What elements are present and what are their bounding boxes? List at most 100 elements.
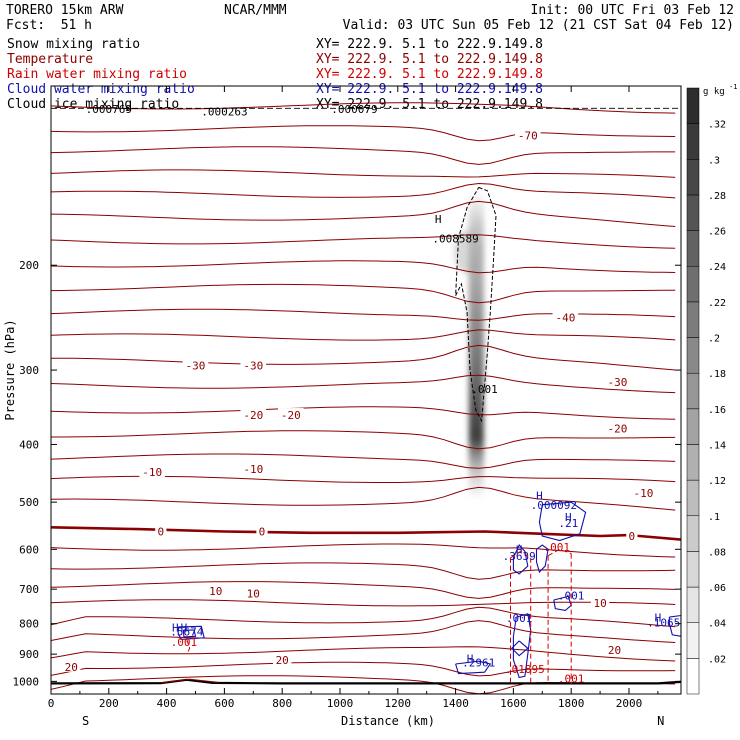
- colorbar-segment: [686, 265, 700, 303]
- cloud-water-label: H: [467, 653, 474, 666]
- isotherm-label-bg: [590, 595, 610, 608]
- field-coordinates: XY= 222.9. 5.1 to 222.9.149.8: [316, 52, 543, 67]
- cloud-ice-label: .000079: [331, 103, 377, 116]
- isotherm-label: 0: [629, 530, 636, 543]
- colorbar-segment: [686, 515, 700, 552]
- isotherm-line: [51, 606, 676, 628]
- cloud-water-contour: [511, 640, 529, 657]
- isotherm-label-bg: [240, 408, 267, 421]
- isotherm-line: [51, 102, 676, 114]
- colorbar-tick-label: .04: [708, 619, 726, 630]
- axes: 0 200 400 600 800 1000 1200 1400 1600 1800 2000200…: [3, 86, 681, 728]
- colorbar-unit: g kg: [703, 87, 725, 97]
- field-coordinates: XY= 222.9. 5.1 to 222.9.149.8: [316, 67, 543, 82]
- isotherm-line: [51, 329, 676, 341]
- colorbar-tick-label: .06: [708, 583, 726, 594]
- colorbar: .02 .04 .06 .08 .1 .12 .14 .16 .18 .2 .22 .24 .26 .28…: [686, 83, 737, 695]
- cloud-water-contour: [455, 660, 492, 675]
- y-tick-label: 900: [19, 648, 39, 661]
- isotherm-label: 10: [247, 588, 260, 601]
- cloud-water-label: H: [172, 621, 179, 634]
- x-tick-label: 1400: [442, 697, 469, 710]
- isotherm-line: [51, 543, 676, 558]
- cloud-water-label: .2961: [462, 656, 495, 669]
- isotherm-label: -30: [607, 376, 627, 389]
- isotherm-label-bg: [244, 586, 263, 599]
- rain-water-label: .001: [171, 636, 198, 649]
- rain-water-contour: [547, 548, 572, 557]
- isotherm-line: [51, 646, 676, 662]
- colorbar-segment: [686, 444, 700, 481]
- isotherm-line: [51, 260, 676, 274]
- cloud-water-label: .21: [558, 517, 578, 530]
- y-tick-label: 1000: [13, 675, 40, 688]
- plot-area: -70 -40 -30 -30 -30 -20 -20 -20 -10 -10 -10 0 0 0 10 10…: [3, 85, 682, 728]
- isotherm-label-bg: [605, 642, 624, 655]
- temperature-isotherms: [51, 102, 676, 694]
- colorbar-segment: [686, 586, 700, 623]
- colorbar-segment: [686, 337, 700, 374]
- init-time: Init: 00 UTC Fri 03 Feb 12: [531, 3, 735, 18]
- cloud-water-contour: [668, 614, 681, 637]
- isotherm-label-bg: [604, 421, 631, 434]
- valid-time: Valid: 03 UTC Sun 05 Feb 12 (21 CST Sat …: [343, 18, 734, 33]
- isotherm-label-bg: [604, 374, 631, 387]
- colorbar-segment: [686, 658, 700, 695]
- isotherm-label-bg: [206, 583, 225, 596]
- colorbar-segment: [686, 408, 700, 445]
- isotherm-label-bg: [256, 524, 268, 537]
- colorbar-tick-label: .32: [708, 120, 726, 131]
- isotherm-label: -30: [186, 360, 206, 373]
- field-coordinates: XY= 222.9. 5.1 to 222.9.149.8: [316, 82, 543, 97]
- colorbar-tick-label: .24: [708, 262, 726, 273]
- x-tick-label: 800: [272, 697, 292, 710]
- isotherm-line: [51, 146, 676, 165]
- isotherm-label-bg: [552, 310, 579, 323]
- isotherm-label: 0: [158, 525, 165, 538]
- y-axis-label: Pressure (hPa): [3, 319, 17, 420]
- isotherm-label-bg: [240, 462, 267, 475]
- colorbar-segment: [686, 194, 700, 231]
- y-tick-label: 400: [19, 438, 39, 451]
- isotherm-line: [51, 562, 676, 580]
- colorbar-tick-label: .22: [708, 298, 726, 309]
- plot-frame: [50, 85, 682, 695]
- freezing-level-line: [51, 526, 681, 541]
- colorbar-tick-label: .02: [708, 654, 726, 665]
- colorbar-unit-exponent: -1: [729, 83, 737, 91]
- x-tick-label: 2000: [616, 697, 643, 710]
- isotherm-line: [51, 486, 676, 511]
- cloud-ice-label: .000263: [201, 105, 247, 118]
- isotherm-label: 20: [65, 661, 78, 674]
- field-coordinates: XY= 222.9. 5.1 to 222.9.149.8: [316, 37, 543, 52]
- colorbar-tick-label: .1: [708, 512, 720, 523]
- isotherm-line: [51, 283, 676, 304]
- forecast-label: Fcst:: [6, 18, 45, 33]
- snow-shading-column: [468, 190, 484, 497]
- x-tick-label: 200: [99, 697, 119, 710]
- plot-contents: -70 -40 -30 -30 -30 -20 -20 -20 -10 -10 -10 0 0 0 10 10…: [51, 102, 681, 694]
- cloud-water-label: .5674: [170, 625, 203, 638]
- isotherm-label-bg: [182, 358, 209, 371]
- isotherm-label: -70: [518, 129, 538, 142]
- isotherm-line: [51, 453, 676, 469]
- cloud-water-contour: [182, 629, 197, 638]
- forecast-hours: 51 h: [61, 18, 92, 33]
- rain-water-label: .001: [558, 672, 585, 685]
- cloud-water-label: H: [181, 621, 188, 634]
- colorbar-segment: [686, 622, 700, 659]
- cloud-water-contour: [535, 544, 549, 574]
- isotherm-label-bg: [630, 486, 657, 499]
- cloud-water-contours: [177, 501, 681, 679]
- rain-water-contour: [510, 550, 531, 559]
- rain-water-label: .01895: [505, 663, 545, 676]
- field-name: Snow mixing ratio: [7, 37, 140, 52]
- y-tick-label: 800: [19, 618, 39, 631]
- isotherm-line: [51, 308, 676, 321]
- x-tick-label: 600: [214, 697, 234, 710]
- isotherm-label: -40: [555, 312, 575, 325]
- isotherm-label: 20: [276, 654, 289, 667]
- colorbar-segment: [686, 372, 700, 410]
- colorbar-tick-label: .12: [708, 476, 726, 487]
